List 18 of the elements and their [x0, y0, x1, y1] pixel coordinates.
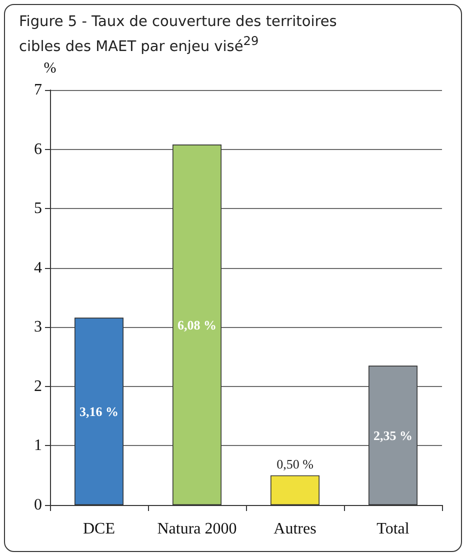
x-tick-label: Natura 2000: [157, 520, 237, 538]
data-label: 2,35 %: [374, 428, 412, 443]
y-axis-title: %: [44, 60, 56, 76]
x-tick-label: Autres: [274, 520, 316, 538]
chart-title: Figure 5 - Taux de couverture des territoires cibles des MAET par enjeu visé$^{29}$: [19, 13, 338, 57]
data-label: 0,50 %: [276, 456, 314, 472]
data-label: 6,08 %: [178, 317, 216, 332]
y-tick-label: 1: [34, 437, 42, 454]
y-tick-label: 5: [34, 200, 42, 218]
y-tick-label: 0: [34, 496, 42, 514]
y-tick-label: 4: [34, 259, 42, 276]
data-label: 3,16 %: [80, 404, 118, 419]
y-tick-label: 3: [34, 318, 42, 336]
y-tick-label: 2: [34, 378, 42, 395]
y-tick-label: 7: [34, 82, 42, 98]
x-tick-label: Total: [376, 520, 410, 538]
y-tick-label: 6: [34, 140, 42, 158]
x-tick-label: DCE: [83, 520, 115, 538]
